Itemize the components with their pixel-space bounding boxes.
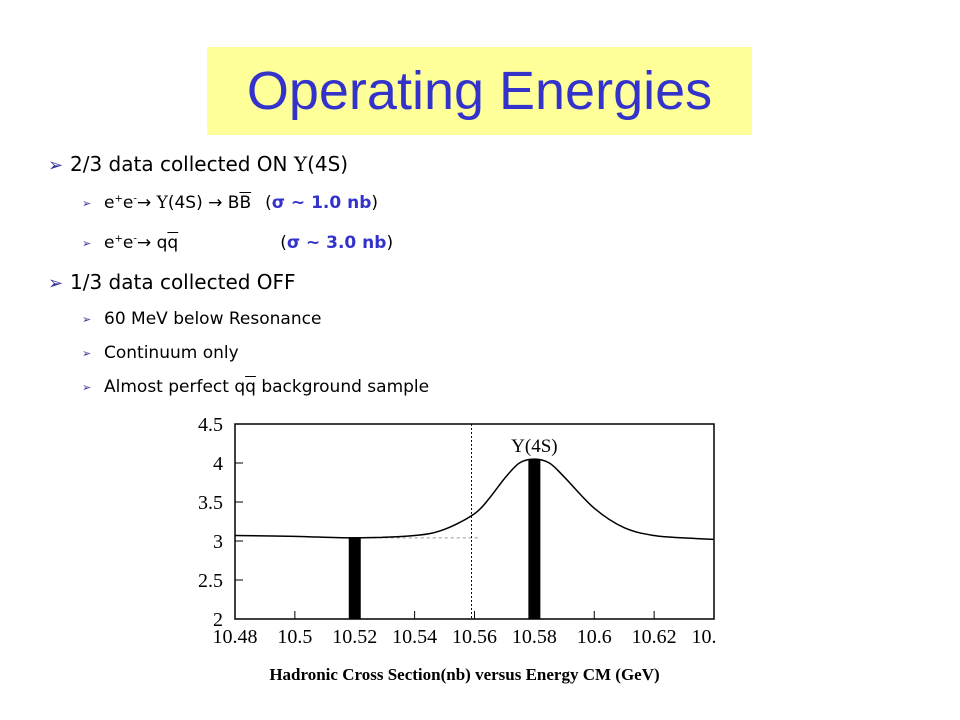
cross-section-curve [234, 458, 715, 541]
sub-bullet-text: Continuum only [104, 343, 239, 363]
upsilon-symbol: Υ [156, 193, 168, 213]
y-tick-label: 2.5 [198, 570, 223, 592]
slide-title: Operating Energies [246, 61, 713, 121]
electron: e [104, 193, 115, 213]
electron: e [122, 193, 134, 213]
arrow-symbol: → [136, 193, 157, 213]
paren: ) [386, 233, 394, 253]
arrow-symbol: → [208, 193, 228, 213]
y-tick-label: 2 [213, 609, 223, 631]
plot-frame [234, 423, 715, 620]
sub-bullet-text: Almost perfect q [104, 377, 246, 397]
x-tick-label: 10.56 [452, 626, 497, 648]
arrow-bullet-icon: ➢ [82, 196, 92, 210]
cross-section-chart: 2 2.5 3 3.5 4 4.5 10.48 10.5 10.52 10.54 10.56 10.5… [186, 418, 716, 690]
sub-bullet-text: 60 MeV below Resonance [104, 309, 322, 329]
off-resonance-bar [348, 537, 361, 619]
sub-bullet-continuum: ➢ Continuum only [82, 343, 239, 363]
arrow-bullet-icon: ➢ [48, 155, 64, 176]
upsilon-symbol: Υ [293, 152, 308, 176]
sub-bullet-text: background sample [255, 377, 430, 397]
charge-minus: - [133, 193, 137, 205]
arrow-bullet-icon: ➢ [82, 380, 92, 394]
paren: ( [280, 233, 287, 253]
x-tick-label: 10.62 [632, 626, 677, 648]
bullet-off-text: 1/3 data collected OFF [70, 270, 296, 294]
charge-plus: + [114, 193, 123, 205]
arrow-bullet-icon: ➢ [82, 312, 92, 326]
sub-bullet-sample: ➢ Almost perfect qq background sample [82, 377, 429, 397]
y-tick-label: 4 [213, 453, 223, 475]
arrow-bullet-icon: ➢ [82, 236, 92, 250]
cross-section-value: σ ~ 1.0 nb [271, 193, 372, 213]
x-axis-label: Hadronic Cross Section(nb) versus Energy… [269, 665, 659, 684]
arrow-bullet-icon: ➢ [48, 273, 64, 294]
state-label: (4S) [307, 152, 349, 176]
x-tick-label: 10.5 [277, 626, 312, 648]
x-tick-label: 10.64 [692, 626, 717, 648]
anti-quark: q [167, 233, 179, 253]
y-tick-label: 3.5 [198, 492, 223, 514]
arrow-symbol: → [136, 233, 157, 253]
arrow-bullet-icon: ➢ [82, 346, 92, 360]
quark: q [156, 233, 168, 253]
charge-minus: - [133, 233, 137, 245]
charge-plus: + [114, 233, 123, 245]
sub-bullet-qq: ➢ e+e-→ qq (σ ~ 3.0 nb) [82, 233, 393, 253]
x-tick-label: 10.58 [512, 626, 557, 648]
chart-svg: 2 2.5 3 3.5 4 4.5 10.48 10.5 10.52 10.54 10.56 10.5… [198, 418, 717, 684]
x-tick-label: 10.54 [392, 626, 437, 648]
state-label: (4S) [167, 193, 209, 213]
title-box: Operating Energies [207, 47, 752, 135]
bullet-off: ➢ 1/3 data collected OFF [48, 270, 296, 294]
bullet-on-text: 2/3 data collected ON [70, 152, 294, 176]
electron: e [122, 233, 134, 253]
bullet-on: ➢ 2/3 data collected ON Υ(4S) [48, 152, 348, 176]
anti-b-meson: B [239, 193, 252, 213]
x-tick-label: 10.48 [213, 626, 258, 648]
cross-section-value: σ ~ 3.0 nb [286, 233, 387, 253]
paren: ) [371, 193, 379, 213]
on-resonance-bar [528, 459, 541, 619]
x-tick-label: 10.6 [577, 626, 612, 648]
upsilon-annotation: Υ(4S) [511, 436, 557, 457]
electron: e [104, 233, 115, 253]
paren: ( [265, 193, 272, 213]
sub-bullet-below: ➢ 60 MeV below Resonance [82, 309, 321, 329]
sub-bullet-bb: ➢ e+e-→ Υ(4S) → BB (σ ~ 1.0 nb) [82, 193, 378, 213]
y-tick-label: 4.5 [198, 418, 223, 436]
x-tick-label: 10.52 [332, 626, 377, 648]
anti-quark: q [245, 377, 256, 397]
y-tick-label: 3 [213, 531, 223, 553]
b-meson: B [227, 193, 240, 213]
